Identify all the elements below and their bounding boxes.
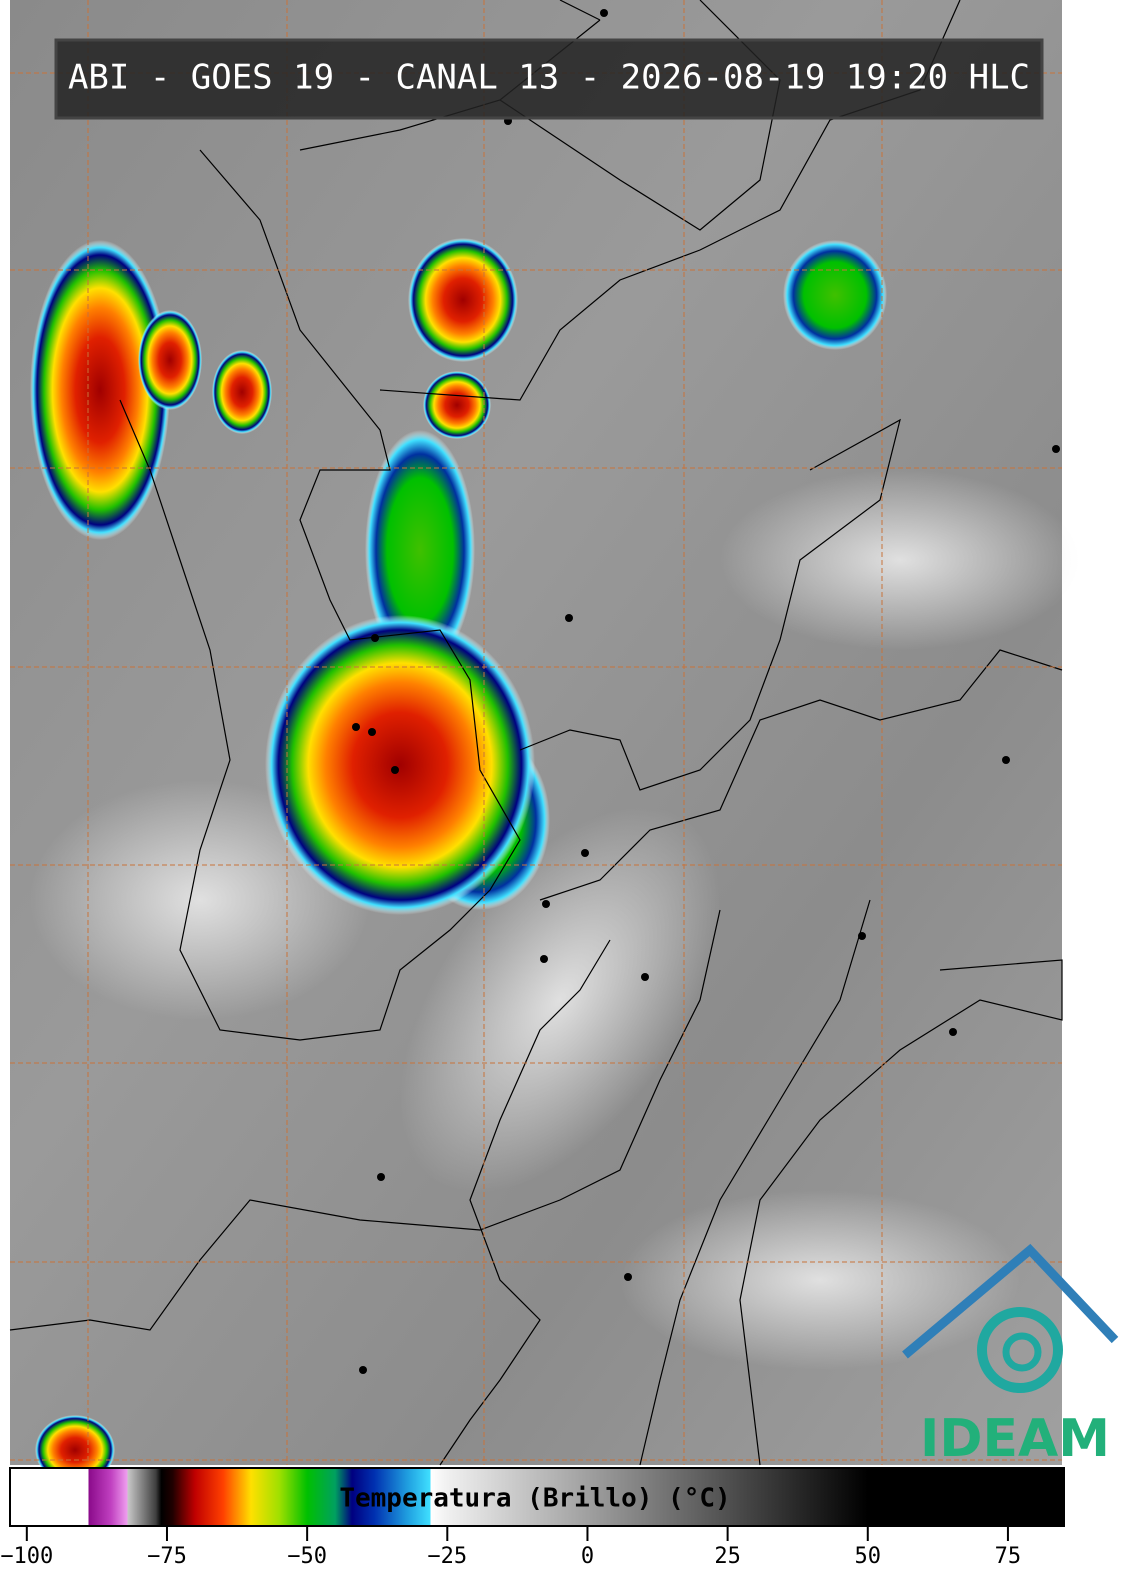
colorbar-gradient bbox=[9, 1467, 1065, 1527]
logo: IDEAM bbox=[902, 1243, 1119, 1469]
colorbar: Temperatura (Brillo) (°C) −100 −75 −50 −25 0… bbox=[0, 1467, 1065, 1569]
colorbar-label: Temperatura (Brillo) (°C) bbox=[339, 1484, 730, 1514]
tick-label: −75 bbox=[147, 1544, 187, 1569]
tick-label: 25 bbox=[714, 1544, 741, 1569]
satellite-image bbox=[9, 0, 1080, 1485]
tick-label: −25 bbox=[427, 1544, 467, 1569]
title-box bbox=[54, 38, 1044, 120]
tick-label: 50 bbox=[855, 1544, 882, 1569]
tick-label: 0 bbox=[581, 1544, 594, 1569]
tick-label: −100 bbox=[0, 1544, 53, 1569]
logo-text: IDEAM bbox=[920, 1409, 1110, 1469]
tick-label: −50 bbox=[287, 1544, 327, 1569]
tick-label: 75 bbox=[995, 1544, 1022, 1569]
title: ABI - GOES 19 - CANAL 13 - 2026-08-19 19… bbox=[68, 58, 1030, 98]
